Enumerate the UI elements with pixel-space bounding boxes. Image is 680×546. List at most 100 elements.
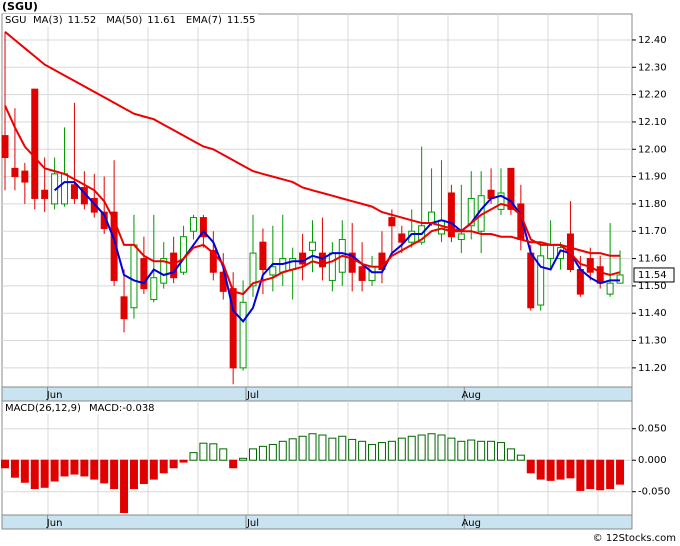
legend-symbol: SGU [5,15,26,26]
macd-bar [239,457,248,461]
candle-body [249,252,257,287]
candle-body [447,192,455,238]
candle-body [239,301,247,369]
candle-body [348,252,356,273]
x-tick-label: Aug [461,390,481,401]
macd-bar [80,459,89,477]
candle-body [41,189,49,199]
legend-value: -0.038 [122,403,154,414]
x-tick-label: Aug [461,518,481,529]
macd-bar [179,459,188,463]
candle-body [309,241,317,251]
y-tick-label: -0.050 [638,487,670,498]
candle-body [31,88,39,199]
candle-body [269,266,277,276]
macd-bar [467,439,476,461]
candle-body [527,252,535,309]
macd-bar [536,459,545,480]
macd-bar [209,443,218,461]
macd-bar [338,435,347,461]
macd-bar [60,459,69,477]
macd-bar [308,433,317,461]
y-tick-label: 11.80 [638,199,667,210]
y-tick-label: 11.70 [638,226,667,237]
macd-bar [258,445,267,461]
plot-area [1,400,633,516]
legend-bg [3,14,258,27]
macd-bar [159,459,168,474]
macd-bar [110,459,119,490]
line-series [4,105,621,296]
macd-bar [546,459,555,481]
macd-bar [387,440,396,461]
candle-body [140,258,148,290]
macd-bar [358,440,367,461]
candle-body [189,217,197,232]
price-tag-label: 11.54 [638,270,667,281]
candle-body [120,296,128,320]
macd-bar [50,459,59,482]
line-series [53,181,620,323]
candle-body [110,211,118,281]
macd-bar [90,459,99,480]
chart-title: (SGU) [2,0,38,13]
y-tick-label: 11.50 [638,281,667,292]
candle-body [497,192,505,210]
macd-bar [278,440,287,461]
candle-body [130,244,138,309]
candle-body [398,233,406,243]
macd-bar [318,434,327,461]
macd-bar [487,440,496,461]
footer: © 12Stocks.com [593,533,676,544]
candle-body [537,255,545,306]
macd-bar [20,459,29,483]
y-tick-label: 12.00 [638,144,667,155]
macd-bar [516,454,525,461]
candle-body [1,135,9,158]
macd-bar [526,459,535,474]
macd-bar [596,459,605,491]
candle-body [358,266,366,281]
candle-body [160,258,168,284]
x-tick-label: Jun [46,518,63,529]
macd-bar [616,459,625,485]
macd-bar [149,459,158,480]
macd-bar [219,448,228,461]
candle-body [616,274,624,284]
macd-bar [70,459,79,475]
y-tick-label: 12.10 [638,117,667,128]
y-tick-label: 11.90 [638,172,667,183]
legend-value: 11.61 [147,15,176,26]
candle-body [378,252,386,270]
macd-bar [189,452,198,461]
plot-area [1,13,633,388]
macd-bar [477,440,486,461]
macd-bar [199,442,208,461]
line-series [4,31,620,257]
y-tick-label: 12.30 [638,62,667,73]
y-tick-label: 12.40 [638,35,667,46]
macd-bar [368,443,377,461]
date-strip [1,514,633,530]
macd-bar [427,433,436,461]
candle-body [457,233,465,240]
candle-body [170,252,178,279]
y-tick-label: 11.40 [638,308,667,319]
price-tag [633,267,675,283]
y-tick-label: 12.20 [638,90,667,101]
legend-title: MACD(26,12,9) [5,403,81,414]
candle-body [557,247,565,260]
candle-body [150,277,158,301]
x-tick-label: Jun [46,390,63,401]
macd-bar [30,459,39,490]
macd-bar [10,459,19,478]
macd-bar [249,448,257,461]
legend-name: MA(50) [106,15,142,26]
y-tick-label: 11.60 [638,254,667,265]
macd-bar [298,435,307,461]
macd-bar [556,459,565,480]
macd-bar [169,459,178,469]
macd-bar [120,459,129,513]
candle-body [299,252,307,265]
